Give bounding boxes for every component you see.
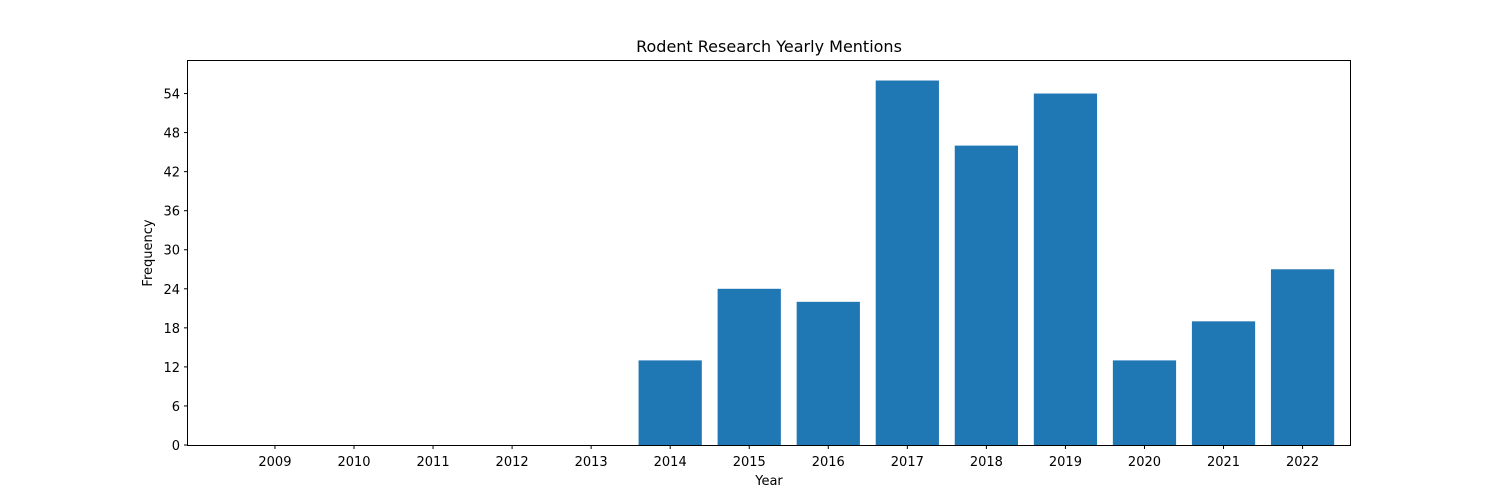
y-tick-label: 18 — [163, 322, 180, 337]
x-tick-label: 2011 — [417, 455, 450, 470]
x-tick-label: 2013 — [575, 455, 608, 470]
y-tick-label: 54 — [163, 88, 180, 103]
x-tick-label: 2021 — [1207, 455, 1240, 470]
x-tick-label: 2019 — [1049, 455, 1082, 470]
x-tick-label: 2016 — [812, 455, 845, 470]
y-tick-label: 24 — [163, 283, 180, 298]
x-tick-label: 2009 — [258, 455, 291, 470]
x-axis-ticks: 2009 2010 2011 2012 2013 2014 2015 2016 2017 2018… — [258, 445, 1319, 470]
bar-2021 — [1191, 321, 1256, 445]
bar-2017 — [875, 80, 939, 445]
x-axis-label: Year — [754, 474, 783, 489]
x-tick-label: 2014 — [654, 455, 687, 470]
x-tick-label: 2020 — [1128, 455, 1161, 470]
x-tick-label: 2018 — [970, 455, 1003, 470]
x-tick-label: 2015 — [733, 455, 766, 470]
plot-frame — [187, 60, 1351, 446]
y-tick-label: 6 — [172, 400, 180, 415]
y-axis-label: Frequency — [141, 219, 156, 286]
bar-2022 — [1270, 269, 1335, 445]
bar-2019 — [1033, 93, 1098, 446]
x-tick-label: 2022 — [1286, 455, 1319, 470]
y-tick-label: 30 — [163, 244, 180, 259]
chart-title: Rodent Research Yearly Mentions — [636, 37, 902, 56]
y-tick-label: 0 — [172, 439, 180, 454]
y-axis-ticks: 0 6 12 18 24 30 36 42 48 54 — [163, 88, 188, 454]
x-tick-label: 2012 — [496, 455, 529, 470]
y-tick-label: 42 — [163, 166, 180, 181]
bar-2016 — [796, 301, 860, 445]
y-tick-label: 36 — [163, 205, 180, 220]
y-tick-label: 12 — [163, 361, 180, 376]
bar-2018 — [954, 145, 1018, 445]
y-tick-label: 48 — [163, 127, 180, 142]
bar-2020 — [1112, 360, 1177, 445]
bar-2014 — [638, 360, 702, 445]
bars-group — [638, 80, 1335, 446]
bar-2015 — [717, 288, 781, 445]
x-tick-label: 2017 — [891, 455, 924, 470]
x-tick-label: 2010 — [337, 455, 370, 470]
